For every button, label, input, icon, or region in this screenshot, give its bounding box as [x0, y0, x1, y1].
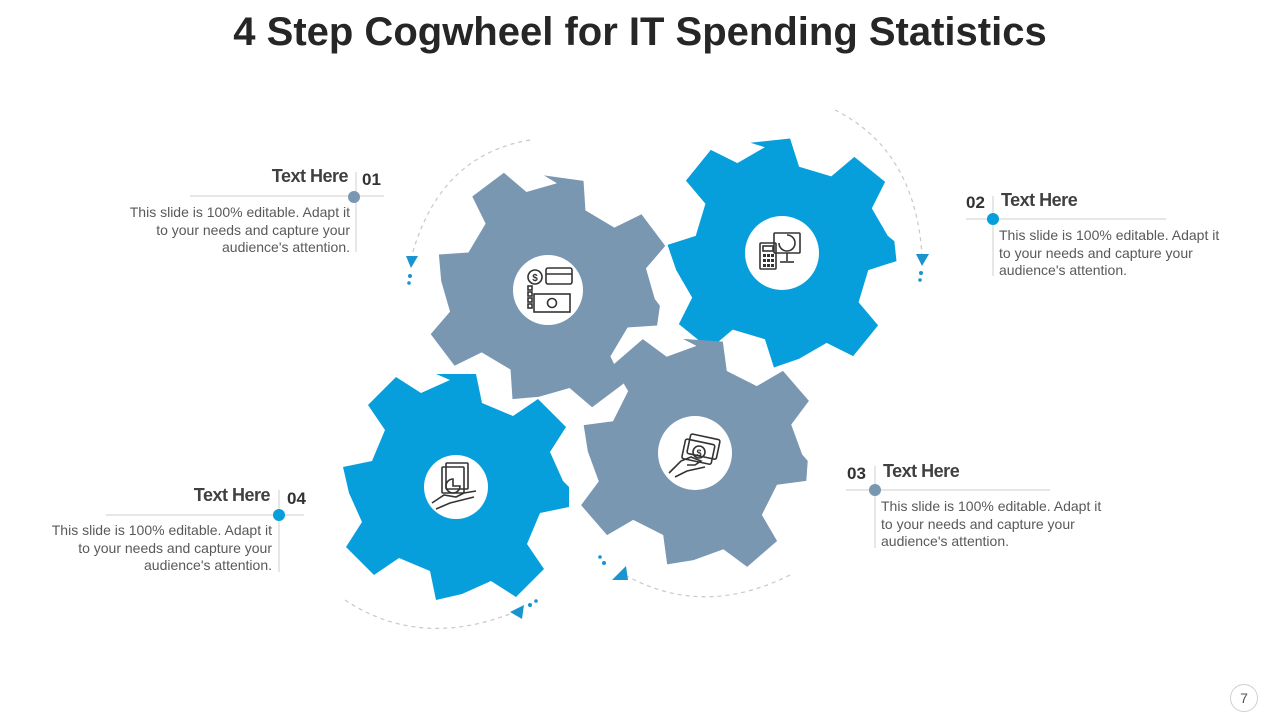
connector-dot-02: [987, 213, 999, 225]
step-01-number: 01: [362, 170, 381, 189]
step-03-number: 03: [847, 464, 866, 483]
step-02-number: 02: [966, 193, 985, 212]
arrow-dot: [918, 278, 922, 282]
gear-hub-01: [513, 255, 583, 325]
arrow-dot: [528, 603, 532, 607]
arrow-dot: [407, 281, 411, 285]
arrow-dot: [534, 599, 538, 603]
cycle-arrows: [344, 109, 923, 630]
slide-title: 4 Step Cogwheel for IT Spending Statisti…: [233, 10, 1047, 54]
step-01-description: This slide is 100% editable. Adapt it to…: [129, 204, 350, 255]
money-card-icon: $: [527, 267, 573, 313]
hand-report-icon: [431, 462, 477, 510]
gear-hub-04: [424, 455, 488, 519]
connector-dots: [273, 191, 999, 521]
step-02-heading: Text Here: [1001, 190, 1078, 210]
arrow-dot: [919, 271, 923, 275]
arrowhead-icon: [612, 566, 628, 580]
connector-dot-04: [273, 509, 285, 521]
svg-text:$: $: [532, 273, 538, 284]
arrow-dot: [598, 555, 602, 559]
step-04-number: 04: [287, 489, 306, 508]
connector-dot-03: [869, 484, 881, 496]
arrow-path-top-right: [834, 109, 923, 256]
calculator-monitor-icon: [759, 232, 801, 270]
arrowhead-icon: [916, 254, 929, 266]
arrow-dot: [602, 561, 606, 565]
arrow-dot: [408, 274, 412, 278]
step-02-description: This slide is 100% editable. Adapt it to…: [999, 227, 1220, 278]
arrow-path-bottom-right: [619, 571, 791, 598]
arrowhead-icon: [510, 605, 524, 619]
step-01-heading: Text Here: [271, 166, 349, 186]
step-03-description: This slide is 100% editable. Adapt it to…: [881, 498, 1102, 549]
arrow-heads: [406, 254, 929, 619]
arrow-path-bottom-left: [344, 599, 516, 630]
page-number: 7: [1230, 684, 1258, 712]
step-04-heading: Text Here: [193, 485, 271, 505]
hand-money-icon: $: [668, 433, 721, 478]
step-04-description: This slide is 100% editable. Adapt it to…: [51, 522, 272, 573]
step-03-heading: Text Here: [883, 461, 960, 481]
gear-hub-03: [658, 416, 732, 490]
svg-text:$: $: [696, 448, 701, 458]
arrowhead-icon: [406, 256, 418, 268]
connector-dot-01: [348, 191, 360, 203]
